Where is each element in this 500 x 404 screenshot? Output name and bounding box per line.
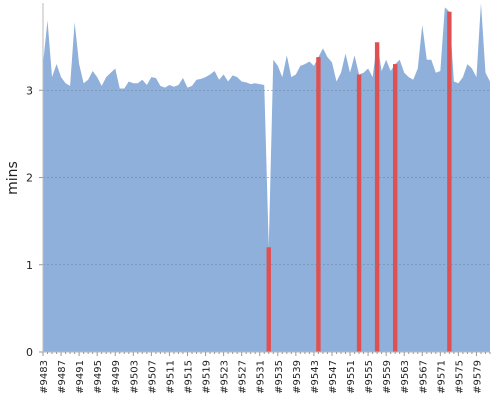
x-tick-label: #9519: [202, 360, 213, 394]
y-tick-label: 2: [26, 172, 33, 185]
x-tick-label: #9547: [328, 360, 339, 394]
failure-bar: [356, 74, 362, 353]
x-tick-label: #9487: [57, 360, 68, 394]
x-tick-label: #9507: [147, 360, 158, 394]
y-tick-label: 0: [26, 346, 33, 359]
x-tick-label: #9483: [39, 360, 50, 394]
x-tick-label: #9523: [220, 360, 231, 394]
x-tick-label: #9527: [238, 360, 249, 394]
x-tick-label: #9551: [346, 360, 357, 394]
area: [43, 3, 490, 352]
failure-bar: [374, 42, 380, 352]
x-tick-label: #9511: [165, 360, 176, 394]
y-axis-label: mins: [5, 161, 21, 195]
x-tick-label: #9571: [436, 360, 447, 394]
failure-bar: [447, 11, 452, 352]
x-tick-label: #9531: [256, 360, 267, 394]
x-tick-label: #9499: [111, 360, 122, 394]
x-tick-label: #9491: [75, 360, 86, 394]
x-tick-label: #9539: [292, 360, 303, 394]
failure-bar: [316, 57, 321, 352]
x-tick-label: #9535: [274, 360, 285, 394]
x-tick-label: #9563: [400, 360, 411, 394]
failure-bar: [392, 64, 398, 352]
x-tick-label: #9575: [454, 360, 465, 394]
y-tick-label: 3: [26, 84, 33, 97]
x-tick-label: #9543: [310, 360, 321, 394]
x-tick-label: #9515: [183, 360, 194, 394]
x-tick-label: #9579: [472, 360, 483, 394]
x-tick-label: #9559: [382, 360, 393, 394]
x-tick-label: #9503: [129, 360, 140, 394]
x-tick-label: #9555: [364, 360, 375, 394]
y-tick-label: 1: [26, 259, 33, 272]
failure-bar: [266, 247, 271, 352]
x-tick-label: #9567: [418, 360, 429, 394]
x-tick-label: #9495: [93, 360, 104, 394]
